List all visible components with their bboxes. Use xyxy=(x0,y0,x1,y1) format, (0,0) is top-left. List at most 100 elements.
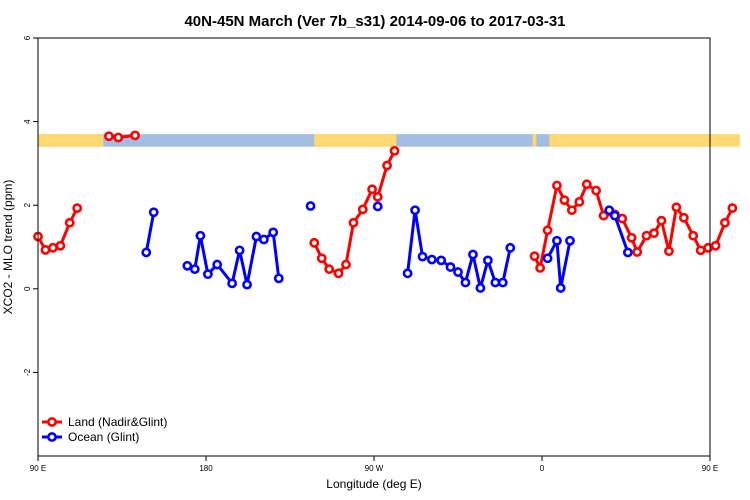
data-point xyxy=(55,240,66,251)
data-point xyxy=(212,259,223,270)
data-point xyxy=(202,269,213,280)
legend-label: Land (Nadir&Glint) xyxy=(68,415,167,429)
data-point xyxy=(604,205,615,216)
data-point xyxy=(656,215,667,226)
y-tick-label: -2 xyxy=(23,368,32,376)
data-point xyxy=(417,251,428,262)
data-point xyxy=(598,210,609,221)
band-land xyxy=(549,134,740,147)
data-point xyxy=(671,202,682,213)
data-point xyxy=(48,242,58,253)
data-point xyxy=(453,267,463,277)
data-point xyxy=(130,130,140,141)
data-point xyxy=(565,235,575,246)
data-point xyxy=(703,242,714,253)
data-point xyxy=(436,255,447,266)
data-point xyxy=(552,235,562,246)
legend-label: Ocean (Glint) xyxy=(68,430,139,444)
data-point xyxy=(626,232,637,243)
data-point xyxy=(189,264,200,275)
x-axis-ticks: 90 E 180 90 W 0 90 E xyxy=(30,456,718,473)
legend-item: Ocean (Glint) xyxy=(42,430,139,444)
data-point xyxy=(574,196,585,207)
data-point xyxy=(482,255,493,266)
legend-item: Land (Nadir&Glint) xyxy=(42,415,167,429)
data-point xyxy=(268,227,279,238)
data-point xyxy=(720,217,730,228)
legend-swatch-marker xyxy=(47,432,57,442)
series-ocean xyxy=(141,201,633,293)
data-point xyxy=(104,131,114,142)
data-point xyxy=(468,249,478,260)
data-point xyxy=(367,184,378,195)
x-tick-label: 90 W xyxy=(365,464,384,473)
data-point xyxy=(273,273,284,284)
data-point xyxy=(542,253,553,264)
x-tick-label: 90 E xyxy=(702,464,718,473)
data-point xyxy=(497,277,508,288)
band-land xyxy=(532,134,537,147)
series-line xyxy=(546,239,572,290)
data-point xyxy=(324,264,335,275)
y-axis-ticks: -2 0 2 4 6 xyxy=(23,35,38,376)
data-point xyxy=(529,251,540,262)
data-point xyxy=(389,145,400,156)
data-point xyxy=(251,231,262,242)
data-point xyxy=(227,278,238,289)
legend-swatch-marker xyxy=(47,417,57,427)
data-point xyxy=(305,201,316,211)
data-point xyxy=(40,245,51,255)
data-point xyxy=(490,277,501,288)
data-point xyxy=(309,237,320,248)
data-point xyxy=(113,132,124,143)
series-line xyxy=(144,212,156,253)
y-tick-label: 4 xyxy=(23,119,32,124)
data-point xyxy=(445,262,456,272)
data-point xyxy=(141,247,152,258)
data-point xyxy=(372,201,383,212)
data-point xyxy=(591,185,602,196)
data-point xyxy=(402,268,413,279)
series-land xyxy=(33,130,738,279)
data-point xyxy=(195,230,206,241)
data-point xyxy=(460,277,471,288)
data-point xyxy=(710,240,721,251)
data-point xyxy=(182,260,193,271)
data-point xyxy=(64,217,75,228)
data-point xyxy=(727,203,738,214)
series-layer xyxy=(33,130,738,293)
data-point xyxy=(695,245,706,256)
data-point xyxy=(581,179,592,190)
data-point xyxy=(542,225,553,236)
data-point xyxy=(372,191,383,202)
x-tick-label: 90 E xyxy=(30,464,46,473)
data-point xyxy=(357,204,368,215)
data-point xyxy=(559,195,570,206)
band-land xyxy=(314,134,397,147)
data-point xyxy=(348,217,359,228)
data-point xyxy=(688,230,699,241)
data-point xyxy=(242,279,252,290)
y-tick-label: 6 xyxy=(23,35,32,40)
data-point xyxy=(641,230,652,241)
data-point xyxy=(258,234,269,245)
data-point xyxy=(649,228,659,239)
data-point xyxy=(410,205,420,216)
data-point xyxy=(382,160,392,171)
data-point xyxy=(566,205,577,216)
data-point xyxy=(148,207,159,218)
data-point xyxy=(664,246,674,257)
y-tick-label: 2 xyxy=(23,202,32,207)
data-point xyxy=(552,180,562,191)
series-line xyxy=(312,150,396,275)
band-land xyxy=(38,134,104,147)
data-point xyxy=(555,283,566,293)
y-axis-label: XCO2 - MLO trend (ppm) xyxy=(1,180,15,315)
data-point xyxy=(678,212,689,223)
legend: Land (Nadir&Glint)Ocean (Glint) xyxy=(42,415,167,444)
data-point xyxy=(333,268,344,279)
plot-frame xyxy=(37,37,711,457)
data-point xyxy=(316,253,327,264)
data-point xyxy=(341,259,351,270)
